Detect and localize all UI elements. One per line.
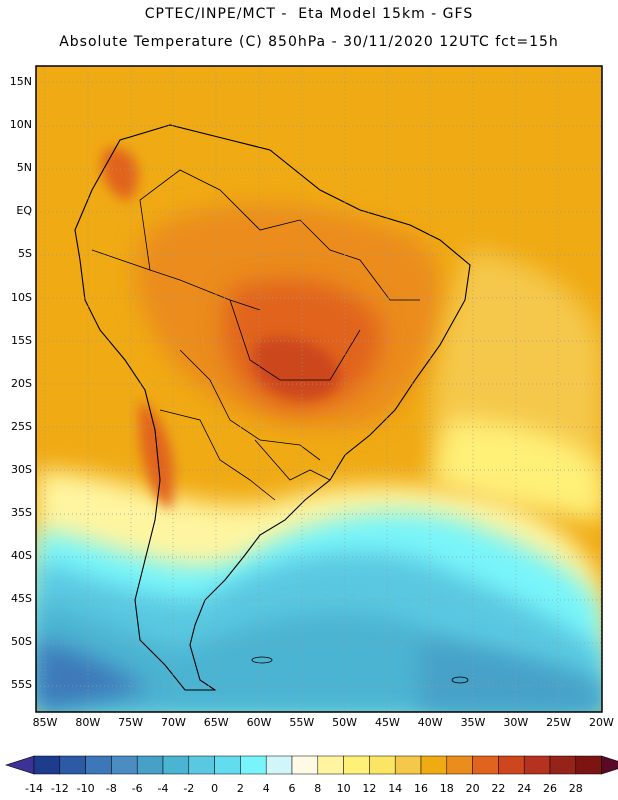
- colorbar-label: 0: [211, 782, 219, 795]
- lat-label: 35S: [11, 506, 32, 519]
- colorbar-label: -14: [25, 782, 43, 795]
- colorbar-label: 26: [543, 782, 557, 795]
- temperature-map: [35, 65, 603, 713]
- lat-label: 10N: [9, 118, 32, 132]
- colorbar-label: -10: [76, 782, 95, 795]
- lon-label: 40W: [417, 716, 443, 729]
- map-title-line-1: CPTEC/INPE/MCT - Eta Model 15km - GFS: [144, 6, 474, 22]
- colorbar-swatch: [498, 755, 525, 775]
- colorbar-label: 10: [336, 782, 351, 795]
- lon-label: 35W: [460, 716, 486, 729]
- lon-label: 20W: [588, 716, 614, 729]
- colorbar-swatch: [549, 755, 577, 775]
- lon-label: 65W: [203, 716, 229, 729]
- colorbar-swatch: [420, 755, 448, 775]
- colorbar-label: -6: [131, 782, 143, 795]
- colorbar-label: 18: [439, 782, 454, 795]
- colorbar-swatch: [523, 755, 551, 775]
- lon-label: 85W: [32, 716, 58, 729]
- continent-outline: [74, 124, 471, 691]
- lat-label: 55S: [11, 678, 32, 692]
- lat-label: EQ: [16, 204, 32, 218]
- colorbar-label: 16: [414, 782, 428, 795]
- colorbar-label: -8: [105, 782, 117, 795]
- colorbar-swatch: [394, 755, 422, 775]
- colorbar-label: 8: [314, 782, 322, 795]
- colorbar-swatch: [33, 755, 61, 775]
- color-scale-bar: [5, 755, 618, 775]
- colorbar-swatch: [162, 755, 190, 775]
- colorbar-swatch: [111, 755, 138, 775]
- lon-label: 60W: [246, 716, 272, 729]
- colorbar-label: 2: [236, 782, 244, 795]
- colorbar-swatch: [343, 755, 370, 775]
- colorbar-swatch: [291, 755, 319, 775]
- lat-label: 40S: [11, 549, 32, 563]
- lat-label: 15N: [9, 75, 32, 88]
- lon-label: 45W: [374, 716, 400, 729]
- falkland-islands: [251, 656, 273, 664]
- colorbar-swatch: [472, 755, 499, 775]
- lat-label: 50S: [11, 635, 32, 649]
- colorbar-label: 6: [288, 782, 296, 795]
- colorbar-swatch: [575, 755, 602, 775]
- colorbar-label: 20: [465, 782, 480, 795]
- colorbar-swatch: [85, 755, 112, 775]
- colorbar-swatch: [136, 755, 164, 775]
- colorbar-swatch: [369, 755, 396, 775]
- colorbar-high-arrow: [601, 755, 618, 775]
- lon-label: 70W: [160, 716, 186, 729]
- temperature-field: [36, 66, 602, 712]
- colorbar-low-arrow: [5, 755, 35, 775]
- colorbar-label: -12: [50, 782, 69, 795]
- colorbar-label: 28: [568, 782, 583, 795]
- map-title-line-2: Absolute Temperature (C) 850hPa - 30/11/…: [59, 34, 559, 50]
- colorbar-label: 12: [362, 782, 377, 795]
- lon-label: 50W: [332, 716, 358, 729]
- lon-label: 55W: [289, 716, 315, 729]
- lat-label: 5N: [16, 161, 32, 175]
- colorbar-label: 22: [491, 782, 506, 795]
- colorbar-swatch: [240, 755, 267, 775]
- map-border: [35, 65, 603, 713]
- lat-label: 5S: [18, 247, 32, 261]
- country-borders: [91, 169, 420, 501]
- colorbar-label: 14: [388, 782, 403, 795]
- colorbar-swatch: [317, 755, 344, 775]
- colorbar-swatch: [59, 755, 86, 775]
- lon-label: 75W: [118, 716, 144, 729]
- colorbar-label: 4: [262, 782, 270, 795]
- lat-label: 20S: [11, 376, 32, 390]
- colorbar-label: -2: [183, 782, 195, 795]
- lat-label: 45S: [11, 592, 32, 606]
- lat-label: 15S: [11, 333, 32, 347]
- colorbar-swatch: [214, 755, 241, 775]
- lat-label: 30S: [11, 462, 32, 476]
- lat-label: 10S: [11, 290, 32, 304]
- colorbar-swatch: [265, 755, 293, 775]
- lon-label: 25W: [546, 716, 572, 729]
- colorbar-swatch: [188, 755, 215, 775]
- south-georgia-island: [451, 676, 469, 684]
- lon-label: 30W: [503, 716, 529, 729]
- colorbar-label: -4: [157, 782, 169, 795]
- colorbar-label: 24: [517, 782, 532, 795]
- lon-label: 80W: [75, 716, 101, 729]
- colorbar-swatch: [446, 755, 473, 775]
- lat-label: 25S: [11, 419, 32, 433]
